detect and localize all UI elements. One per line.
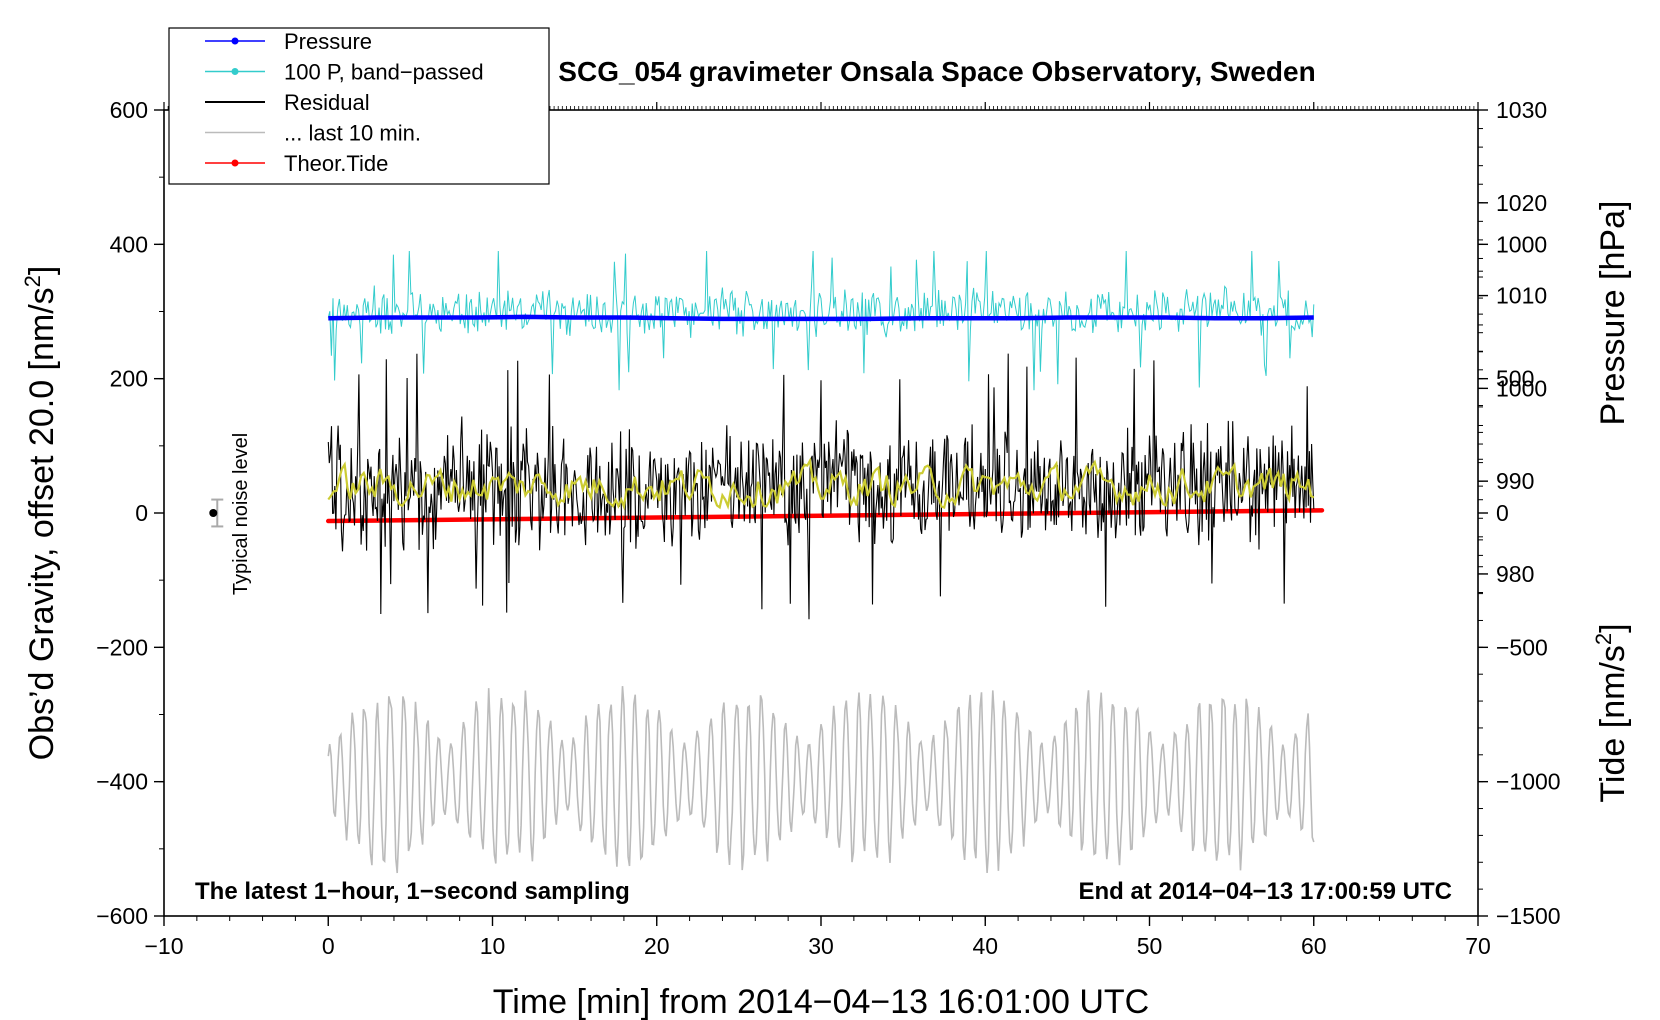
- x-tick-label: 20: [644, 933, 670, 959]
- noise-dot: [209, 509, 218, 517]
- legend-label: Theor.Tide: [284, 151, 388, 176]
- y-axis-pressure-title: Pressure [hPa]: [1594, 201, 1632, 426]
- y-tick-label: −400: [96, 769, 148, 795]
- x-tick-label: 40: [972, 933, 998, 959]
- noise-marker-group: [209, 498, 224, 528]
- x-tick-label: 30: [808, 933, 834, 959]
- residual-line: [327, 353, 1315, 620]
- x-tick-label: 10: [480, 933, 506, 959]
- x-tick-label: 50: [1137, 933, 1163, 959]
- tide-tick-label: −1000: [1496, 769, 1561, 795]
- pressure-series-group: [328, 314, 1314, 322]
- x-tick-label: 60: [1301, 933, 1327, 959]
- x-tick-label: 70: [1465, 933, 1491, 959]
- legend-marker: [231, 68, 239, 75]
- legend-marker: [231, 37, 239, 45]
- tide-tick-label: −1500: [1496, 903, 1561, 929]
- legend-marker: [231, 159, 239, 167]
- y-tick-label: 200: [110, 366, 148, 392]
- pressure-tick-label: 990: [1496, 468, 1534, 494]
- legend-label: Pressure: [284, 29, 372, 54]
- last10-line: [327, 686, 1315, 874]
- noise-label: Typical noise level: [230, 433, 252, 595]
- pressure-tick-label: 1020: [1496, 190, 1547, 216]
- chart-title: SCG_054 gravimeter Onsala Space Observat…: [558, 56, 1315, 87]
- x-tick-label: 0: [322, 933, 335, 959]
- y-axis-tide-title: Tide [nm/s2]: [1591, 623, 1632, 802]
- smoothed-series-group: [327, 457, 1315, 511]
- legend-box: [168, 27, 550, 185]
- sampling-note: The latest 1−hour, 1−second sampling: [195, 878, 630, 905]
- legend-label: ... last 10 min.: [284, 121, 421, 146]
- y-axis-pressure: 1030 1020 1010 1000 990 980: [1478, 97, 1547, 594]
- y-tick-label: 600: [110, 97, 148, 123]
- x-tick-label: −10: [144, 933, 183, 959]
- legend-label: Residual: [284, 90, 370, 115]
- pressure-tick-label: 980: [1496, 561, 1534, 587]
- y-tick-label: −600: [96, 903, 148, 929]
- pressure-line: [328, 314, 1314, 322]
- y-tick-label: −200: [96, 634, 148, 660]
- smoothed-line: [327, 457, 1315, 511]
- tide-tick-label: 0: [1496, 500, 1509, 526]
- end-time-note: End at 2014−04−13 17:00:59 UTC: [1078, 878, 1452, 905]
- y-axis-left-title: Obs’d Gravity, offset 20.0 [nm/s2]: [20, 266, 61, 761]
- legend: Pressure 100 P, band−passed Residual ... la…: [168, 27, 550, 185]
- pressure-tick-label: 1000: [1496, 375, 1547, 401]
- pressure-tick-label: 1010: [1496, 283, 1547, 309]
- y-axis-left: 600 400 200 0 −200 −400 −600: [96, 97, 164, 929]
- x-axis-title: Time [min] from 2014−04−13 16:01:00 UTC: [493, 983, 1149, 1020]
- legend-label: 100 P, band−passed: [284, 60, 484, 85]
- y-tick-label: 0: [135, 500, 148, 526]
- residual-series-group: [327, 353, 1315, 620]
- pressure-tick-label: 1030: [1496, 97, 1547, 123]
- tide-tick-label: 500: [1496, 366, 1534, 392]
- bandpassed-line: [327, 250, 1315, 391]
- bandpassed-series-group: [327, 250, 1315, 391]
- y-tick-label: 400: [110, 231, 148, 257]
- tide-tick-label: 1000: [1496, 231, 1547, 257]
- tide-tick-label: −500: [1496, 634, 1548, 660]
- last10-series-group: [327, 686, 1315, 874]
